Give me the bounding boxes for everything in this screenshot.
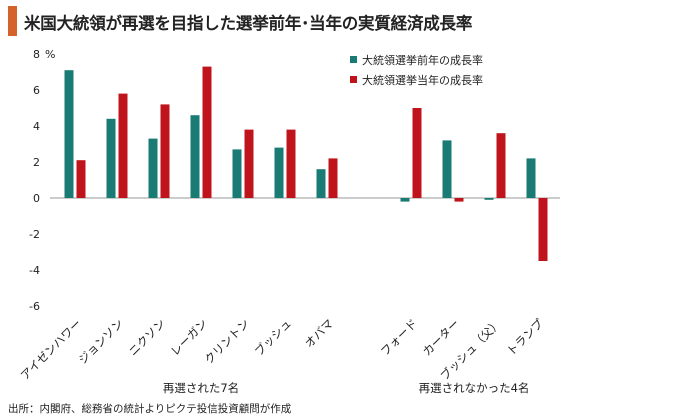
bar-prior-year xyxy=(106,118,116,198)
legend-swatch xyxy=(350,76,357,83)
y-tick-label: 2 xyxy=(33,156,40,169)
y-tick-label: 6 xyxy=(33,84,40,97)
y-tick-label: 8 xyxy=(33,48,40,61)
group-label: 再選された7名 xyxy=(163,381,239,395)
y-tick-label: 0 xyxy=(33,192,40,205)
category-label: ブッシュ xyxy=(252,316,294,358)
category-label: アイゼンハワー xyxy=(18,316,84,382)
category-label: レーガン xyxy=(168,316,210,358)
bar-prior-year xyxy=(484,198,494,200)
bar-prior-year xyxy=(64,70,74,198)
bar-election-year xyxy=(244,129,254,198)
bar-election-year xyxy=(76,160,86,198)
category-label: オバマ xyxy=(302,316,336,350)
bar-election-year xyxy=(286,129,296,198)
group-label: 再選されなかった4名 xyxy=(419,381,530,395)
y-unit-label: % xyxy=(45,48,55,61)
legend-label: 大統領選挙前年の成長率 xyxy=(362,53,483,67)
bar-prior-year xyxy=(148,138,158,198)
category-label: トランプ xyxy=(504,316,547,359)
category-label: クリントン xyxy=(202,316,253,367)
category-label: ジョンソン xyxy=(76,316,127,367)
title-accent-bar xyxy=(8,6,17,36)
bar-prior-year xyxy=(232,149,242,198)
bar-election-year xyxy=(538,198,548,261)
legend-swatch xyxy=(350,56,357,63)
bar-prior-year xyxy=(442,140,452,198)
y-tick-label: -2 xyxy=(29,228,40,241)
y-tick-label: -4 xyxy=(29,264,40,277)
category-label: ニクソン xyxy=(126,316,168,358)
bar-election-year xyxy=(454,198,464,202)
chart-title: 米国大統領が再選を目指した選挙前年･当年の実質経済成長率 xyxy=(24,14,473,33)
category-label: カーター xyxy=(420,316,462,358)
bar-election-year xyxy=(412,108,422,198)
category-label: フォード xyxy=(378,316,420,358)
legend-label: 大統領選挙当年の成長率 xyxy=(362,73,483,87)
bar-prior-year xyxy=(400,198,410,202)
y-tick-label: 4 xyxy=(33,120,40,133)
y-tick-label: -6 xyxy=(29,300,40,313)
bar-prior-year xyxy=(190,115,200,198)
bar-prior-year xyxy=(526,158,536,198)
bar-election-year xyxy=(202,66,212,198)
bar-prior-year xyxy=(316,169,326,198)
bar-election-year xyxy=(160,104,170,198)
source-note: 出所：内閣府、総務省の統計よりピクテ投信投資顧問が作成 xyxy=(8,403,292,415)
bar-election-year xyxy=(118,93,128,198)
bar-prior-year xyxy=(274,147,284,198)
bar-election-year xyxy=(328,158,338,198)
bar-election-year xyxy=(496,133,506,198)
